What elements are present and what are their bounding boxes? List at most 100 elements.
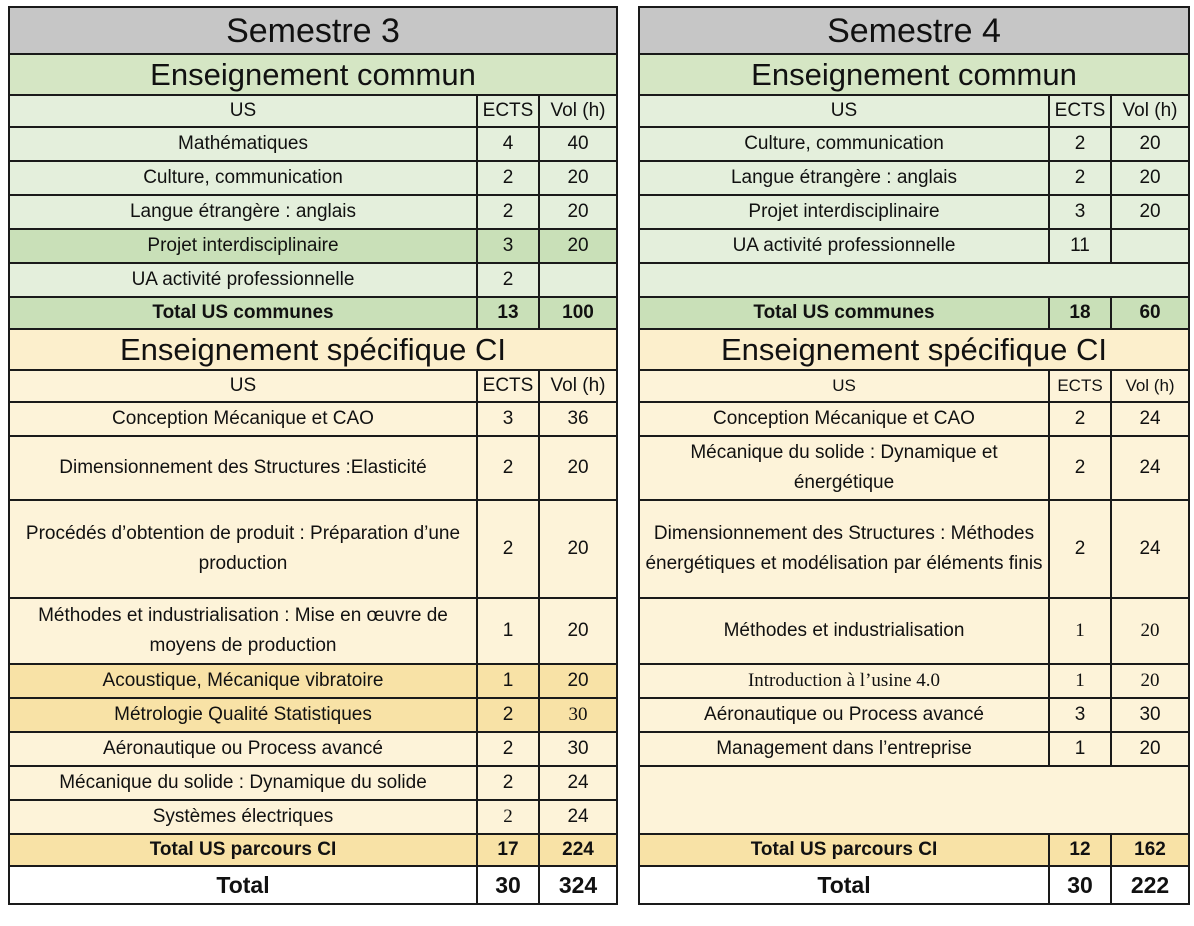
common-section-title: Enseignement commun: [7, 53, 619, 96]
us-name: Aéronautique ou Process avancé: [638, 697, 1050, 733]
total-vol: 100: [537, 296, 619, 330]
ects-value: 2: [476, 499, 540, 599]
table-row: Systèmes électriques 2 24: [8, 799, 619, 835]
vol-value: 24: [1109, 401, 1191, 437]
table-row: Langue étrangère : anglais 2 20: [638, 160, 1191, 196]
grand-total-ects: 30: [476, 865, 540, 905]
table-row: Métrologie Qualité Statistiques 2 30: [8, 697, 619, 733]
vol-value: 40: [537, 126, 619, 162]
us-name: Acoustique, Mécanique vibratoire: [8, 663, 478, 699]
col-header-ects: ECTS: [1048, 369, 1112, 403]
empty-row: [637, 262, 1191, 298]
vol-value: 20: [537, 160, 619, 196]
total-label: Total US communes: [638, 296, 1050, 330]
ects-value: 2: [1048, 401, 1112, 437]
ects-value: 3: [1048, 194, 1112, 230]
specific-total-row: Total US parcours CI 17 224: [8, 833, 619, 867]
total-ects: 13: [476, 296, 540, 330]
specific-total-row: Total US parcours CI 12 162: [638, 833, 1191, 867]
us-name: Langue étrangère : anglais: [638, 160, 1050, 196]
semester-4-table: Semestre 4 Enseignement commun US ECTS V…: [637, 6, 1191, 905]
ects-value: 3: [476, 228, 540, 264]
vol-value: 36: [537, 401, 619, 437]
ects-value: 4: [476, 126, 540, 162]
us-name: Conception Mécanique et CAO: [638, 401, 1050, 437]
table-row: Conception Mécanique et CAO 2 24: [638, 401, 1191, 437]
ects-value: 2: [476, 262, 540, 298]
table-row: UA activité professionnelle 11: [638, 228, 1191, 264]
col-header-vol: Vol (h): [1109, 369, 1191, 403]
grand-total-row: Total 30 222: [638, 865, 1191, 905]
vol-value: 20: [1109, 160, 1191, 196]
us-name: Procédés d’obtention de produit : Prépar…: [8, 499, 478, 599]
us-name: Mécanique du solide : Dynamique du solid…: [8, 765, 478, 801]
vol-value: 30: [537, 697, 619, 733]
us-name: Projet interdisciplinaire: [638, 194, 1050, 230]
ects-value: 2: [1048, 160, 1112, 196]
common-total-row: Total US communes 18 60: [638, 296, 1191, 330]
common-section-title: Enseignement commun: [637, 53, 1191, 96]
total-vol: 60: [1109, 296, 1191, 330]
col-header-vol: Vol (h): [1109, 94, 1191, 128]
us-name: Méthodes et industrialisation : Mise en …: [8, 597, 478, 665]
ects-value: 2: [476, 160, 540, 196]
vol-value: 20: [537, 435, 619, 501]
ects-value: 2: [1048, 126, 1112, 162]
ects-value: 1: [1048, 663, 1112, 699]
table-row: Mécanique du solide : Dynamique et énerg…: [638, 435, 1191, 501]
us-name: Introduction à l’usine 4.0: [638, 663, 1050, 699]
col-header-us: US: [8, 369, 478, 403]
table-row: Mécanique du solide : Dynamique du solid…: [8, 765, 619, 801]
grand-total-row: Total 30 324: [8, 865, 619, 905]
vol-value: 20: [1109, 663, 1191, 699]
vol-value: 30: [537, 731, 619, 767]
vol-value: 20: [537, 663, 619, 699]
ects-value: 2: [476, 731, 540, 767]
col-header-us: US: [638, 369, 1050, 403]
total-label: Total US communes: [8, 296, 478, 330]
total-ects: 12: [1048, 833, 1112, 867]
vol-value: 24: [537, 799, 619, 835]
empty-row: [637, 765, 1191, 835]
total-label: Total US parcours CI: [638, 833, 1050, 867]
table-row: Méthodes et industrialisation : Mise en …: [8, 597, 619, 665]
total-vol: 224: [537, 833, 619, 867]
us-name: Métrologie Qualité Statistiques: [8, 697, 478, 733]
vol-value: 24: [1109, 435, 1191, 501]
vol-value: 20: [537, 499, 619, 599]
col-header-us: US: [638, 94, 1050, 128]
us-name: Management dans l’entreprise: [638, 731, 1050, 767]
ects-value: 1: [476, 597, 540, 665]
col-header-vol: Vol (h): [537, 369, 619, 403]
table-row: Aéronautique ou Process avancé 2 30: [8, 731, 619, 767]
semester-title: Semestre 3: [7, 6, 619, 55]
table-row: Mathématiques 4 40: [8, 126, 619, 162]
us-name: UA activité professionnelle: [8, 262, 478, 298]
table-row: Management dans l’entreprise 1 20: [638, 731, 1191, 767]
total-ects: 18: [1048, 296, 1112, 330]
specific-section-title: Enseignement spécifique CI: [637, 328, 1191, 371]
table-row: Dimensionnement des Structures : Méthode…: [638, 499, 1191, 599]
total-ects: 17: [476, 833, 540, 867]
total-label: Total US parcours CI: [8, 833, 478, 867]
table-row: Projet interdisciplinaire 3 20: [638, 194, 1191, 230]
empty-cell: [637, 765, 1191, 835]
table-row: Aéronautique ou Process avancé 3 30: [638, 697, 1191, 733]
us-name: Projet interdisciplinaire: [8, 228, 478, 264]
us-name: Dimensionnement des Structures : Méthode…: [638, 499, 1050, 599]
col-header-us: US: [8, 94, 478, 128]
ects-value: 2: [476, 435, 540, 501]
vol-value: 24: [1109, 499, 1191, 599]
us-name: Dimensionnement des Structures :Elastici…: [8, 435, 478, 501]
semester-title: Semestre 4: [637, 6, 1191, 55]
table-row: Conception Mécanique et CAO 3 36: [8, 401, 619, 437]
vol-value: 20: [1109, 597, 1191, 665]
table-row: Culture, communication 2 20: [638, 126, 1191, 162]
common-total-row: Total US communes 13 100: [8, 296, 619, 330]
grand-total-ects: 30: [1048, 865, 1112, 905]
ects-value: 1: [1048, 731, 1112, 767]
ects-value: 1: [476, 663, 540, 699]
semester-3-table: Semestre 3 Enseignement commun US ECTS V…: [7, 6, 619, 905]
table-row: Méthodes et industrialisation 1 20: [638, 597, 1191, 665]
vol-value: [537, 262, 619, 298]
